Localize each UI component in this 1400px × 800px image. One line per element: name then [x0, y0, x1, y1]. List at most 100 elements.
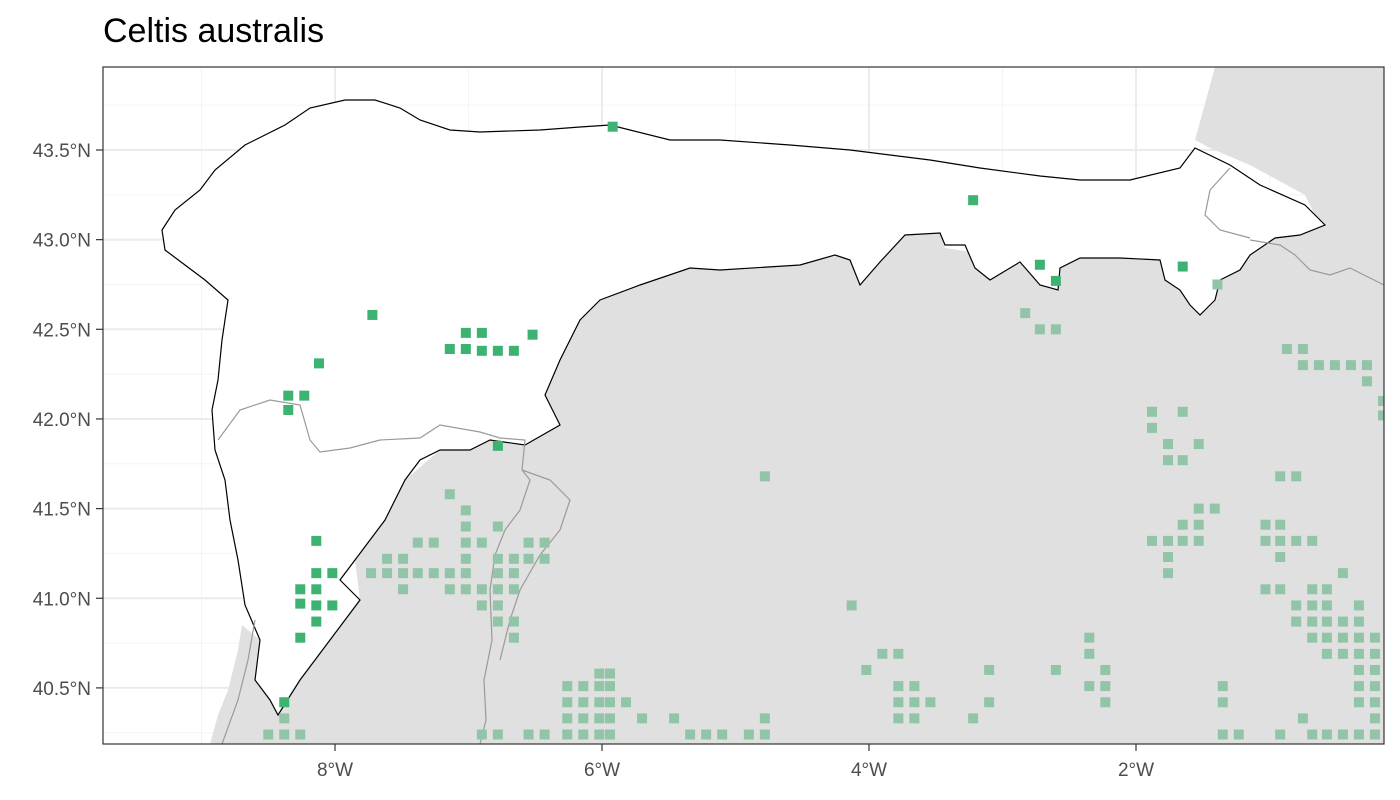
occurrence-point: [460, 327, 471, 338]
occurrence-point: [1353, 600, 1364, 611]
occurrence-point: [1275, 519, 1286, 530]
y-axis: 43.5°N 43.0°N 42.5°N 42.0°N 41.5°N 41.0°N 40.5…: [33, 141, 103, 700]
occurrence-point: [605, 713, 616, 724]
occurrence-point: [1217, 729, 1228, 740]
occurrence-point: [1307, 584, 1318, 595]
occurrence-point: [701, 729, 712, 740]
occurrence-point: [1291, 616, 1302, 627]
occurrence-point: [1177, 261, 1188, 272]
occurrence-point: [295, 598, 306, 609]
occurrence-point: [1147, 406, 1158, 417]
occurrence-point: [1369, 681, 1380, 692]
occurrence-point: [909, 697, 920, 708]
occurrence-point: [846, 600, 857, 611]
occurrence-point: [984, 697, 995, 708]
occurrence-point: [1385, 649, 1395, 659]
occurrence-point: [1297, 344, 1308, 355]
occurrence-point: [685, 729, 696, 740]
occurrence-point: [492, 600, 503, 611]
occurrence-point: [578, 697, 589, 708]
y-tick-label: 42.0°N: [33, 410, 91, 431]
occurrence-point: [1163, 568, 1174, 579]
occurrence-point: [460, 505, 471, 516]
occurrence-point: [508, 345, 519, 356]
occurrence-point: [1385, 665, 1395, 675]
occurrence-point: [1050, 664, 1061, 675]
occurrence-point: [1307, 632, 1318, 643]
occurrence-point: [1281, 344, 1292, 355]
y-tick-label: 43.5°N: [33, 141, 91, 162]
occurrence-point: [1291, 471, 1302, 482]
occurrence-point: [759, 471, 770, 482]
occurrence-point: [1307, 600, 1318, 611]
occurrence-point: [1353, 664, 1364, 675]
occurrence-point: [1337, 616, 1348, 627]
occurrence-point: [578, 729, 589, 740]
occurrence-point: [492, 584, 503, 595]
occurrence-point: [1084, 648, 1095, 659]
occurrence-point: [1377, 410, 1384, 421]
occurrence-point: [1337, 568, 1348, 579]
occurrence-point: [1275, 729, 1286, 740]
occurrence-point: [605, 697, 616, 708]
occurrence-point: [605, 681, 616, 692]
occurrence-point: [299, 390, 310, 401]
occurrence-point: [1020, 308, 1031, 319]
x-axis: 8°W 6°W 4°W 2°W: [317, 744, 1154, 781]
occurrence-point: [1297, 713, 1308, 724]
occurrence-point: [508, 632, 519, 643]
occurrence-point: [1385, 633, 1395, 643]
x-tick-label: 4°W: [851, 760, 887, 781]
occurrence-point: [460, 584, 471, 595]
occurrence-point: [311, 584, 322, 595]
occurrence-point: [1163, 552, 1174, 563]
occurrence-point: [1369, 664, 1380, 675]
occurrence-point: [562, 681, 573, 692]
occurrence-point: [861, 664, 872, 675]
occurrence-point: [1321, 632, 1332, 643]
occurrence-point: [1369, 648, 1380, 659]
occurrence-point: [523, 729, 534, 740]
study-area-region: [161, 99, 1327, 717]
occurrence-point: [283, 390, 294, 401]
occurrence-point: [1209, 503, 1220, 514]
occurrence-point: [523, 537, 534, 548]
occurrence-point: [539, 729, 550, 740]
occurrence-point: [508, 616, 519, 627]
occurrence-point: [1100, 664, 1111, 675]
occurrence-point: [1291, 535, 1302, 546]
occurrence-point: [476, 600, 487, 611]
occurrence-points-inside: [279, 121, 1188, 708]
occurrence-point: [412, 537, 423, 548]
occurrence-point: [1034, 259, 1045, 270]
occurrence-point: [398, 584, 409, 595]
occurrence-point: [1193, 519, 1204, 530]
occurrence-point: [605, 668, 616, 679]
occurrence-point: [460, 537, 471, 548]
occurrence-point: [311, 600, 322, 611]
occurrence-point: [1377, 396, 1384, 407]
occurrence-point: [1369, 697, 1380, 708]
occurrence-point: [398, 553, 409, 564]
occurrence-point: [1297, 360, 1308, 371]
occurrence-point: [1307, 616, 1318, 627]
occurrence-point: [1321, 729, 1332, 740]
occurrence-point: [877, 648, 888, 659]
occurrence-point: [1147, 535, 1158, 546]
occurrence-point: [382, 568, 393, 579]
occurrence-point: [578, 681, 589, 692]
occurrence-point: [1217, 697, 1228, 708]
occurrence-point: [476, 345, 487, 356]
occurrence-point: [460, 521, 471, 532]
occurrence-point: [594, 668, 605, 679]
occurrence-point: [492, 345, 503, 356]
occurrence-point: [1275, 552, 1286, 563]
occurrence-point: [492, 616, 503, 627]
occurrence-point: [717, 729, 728, 740]
occurrence-point: [476, 729, 487, 740]
occurrence-point: [382, 553, 393, 564]
occurrence-point: [1385, 697, 1395, 707]
occurrence-point: [492, 440, 503, 451]
occurrence-point: [594, 713, 605, 724]
